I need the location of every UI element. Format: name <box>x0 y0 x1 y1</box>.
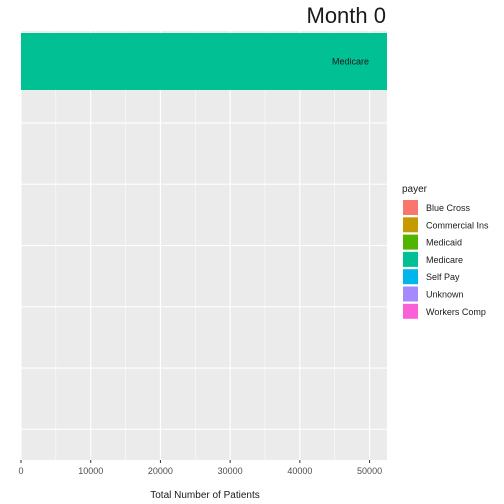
legend-label: Self Pay <box>426 272 460 282</box>
legend: payer Blue Cross Commercial Ins Medicaid Me… <box>402 184 489 319</box>
bars: Medicare <box>21 33 387 90</box>
legend-key <box>403 303 418 319</box>
legend-label: Commercial Ins <box>426 220 489 230</box>
legend-key <box>403 286 418 302</box>
legend-key <box>403 217 418 233</box>
x-tick-label: 50000 <box>357 466 382 476</box>
legend-key <box>403 269 418 285</box>
x-tick-label: 40000 <box>287 466 312 476</box>
bar <box>21 33 387 90</box>
legend-key <box>403 251 418 267</box>
x-tick-label: 0 <box>18 466 23 476</box>
x-axis: 0 10000 20000 30000 40000 50000 <box>18 460 382 476</box>
legend-label: Unknown <box>426 290 464 300</box>
legend-label: Medicare <box>426 255 463 265</box>
legend-label: Workers Comp <box>426 307 486 317</box>
x-axis-title: Total Number of Patients <box>150 490 260 501</box>
plot-panel <box>20 31 387 460</box>
legend-key <box>403 200 418 215</box>
legend-title: payer <box>402 184 428 195</box>
chart-title: Month 0 <box>307 3 387 28</box>
legend-label: Blue Cross <box>426 203 471 213</box>
x-tick-label: 10000 <box>78 466 103 476</box>
bar-label: Medicare <box>332 57 369 67</box>
legend-key <box>403 234 418 250</box>
x-tick-label: 20000 <box>148 466 173 476</box>
legend-label: Medicaid <box>426 238 462 248</box>
x-tick-label: 30000 <box>218 466 243 476</box>
